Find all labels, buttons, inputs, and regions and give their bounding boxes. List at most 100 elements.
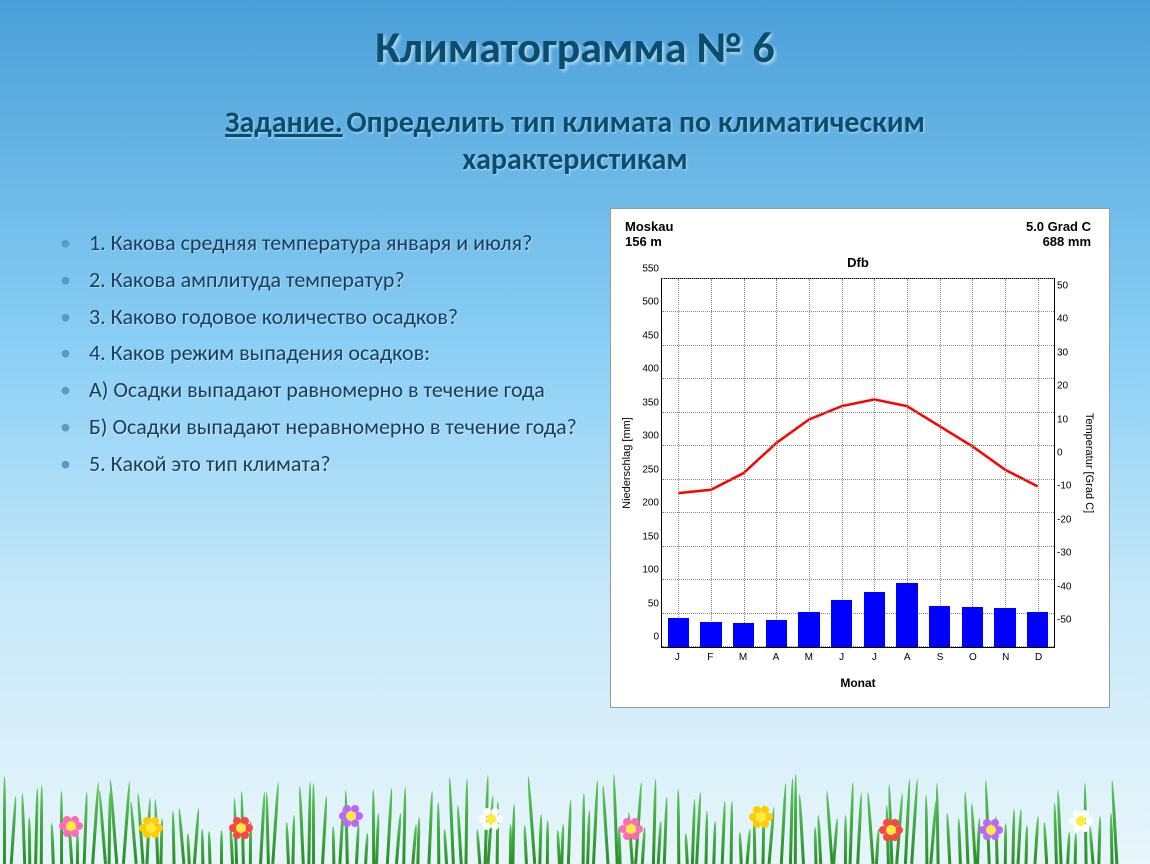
precip-tick: 450 bbox=[642, 330, 659, 341]
subtitle-line2: характеристикам bbox=[40, 141, 1110, 178]
question-text: Б) Осадки выпадают неравномерно в течени… bbox=[89, 412, 577, 442]
gridline-h bbox=[662, 278, 1054, 279]
gridline-h bbox=[662, 412, 1054, 413]
precip-tick: 350 bbox=[642, 397, 659, 408]
question-item: •4. Каков режим выпадения осадков: bbox=[60, 338, 590, 369]
precip-tick: 500 bbox=[642, 297, 659, 308]
month-tick: D bbox=[1035, 652, 1042, 663]
subtitle-line1: Определить тип климата по климатическим bbox=[346, 104, 925, 141]
chart-koppen: Dfb bbox=[625, 255, 1091, 270]
chart-mean-temp: 5.0 Grad C bbox=[1026, 219, 1091, 234]
question-text: 5. Какой это тип климата? bbox=[89, 449, 331, 479]
gridline-v bbox=[678, 279, 679, 647]
gridline-v bbox=[711, 279, 712, 647]
climograph-chart: Moskau 156 m 5.0 Grad C 688 mm Dfb Niede… bbox=[610, 208, 1110, 708]
precip-bar bbox=[864, 592, 885, 647]
gridline-v bbox=[972, 279, 973, 647]
bullet-icon: • bbox=[60, 228, 71, 259]
question-text: 1. Какова средняя температура января и и… bbox=[89, 228, 532, 258]
gridline-v bbox=[744, 279, 745, 647]
question-item: • Б) Осадки выпадают неравномерно в течен… bbox=[60, 412, 590, 443]
precip-bar bbox=[766, 620, 787, 647]
gridline-h bbox=[662, 378, 1054, 379]
chart-altitude: 156 m bbox=[625, 234, 673, 249]
gridline-h bbox=[662, 345, 1054, 346]
bullet-icon: • bbox=[60, 302, 71, 333]
bullet-icon: • bbox=[60, 375, 71, 406]
temp-tick: -20 bbox=[1057, 514, 1071, 525]
gridline-v bbox=[842, 279, 843, 647]
x-axis-title: Monat bbox=[625, 676, 1091, 690]
precip-bar bbox=[700, 622, 721, 647]
question-item: • 5. Какой это тип климата? bbox=[60, 449, 590, 480]
gridline-h bbox=[662, 445, 1054, 446]
question-item: • 1. Какова средняя температура января и … bbox=[60, 228, 590, 259]
month-tick: J bbox=[872, 652, 877, 663]
bullet-icon: • bbox=[60, 265, 71, 296]
precip-bar bbox=[994, 608, 1015, 647]
y-left-label: Niederschlag [mm] bbox=[621, 417, 633, 509]
chart-location: Moskau bbox=[625, 219, 673, 234]
gridline-v bbox=[940, 279, 941, 647]
precip-tick: 250 bbox=[642, 464, 659, 475]
y-right-label: Temperatur [Grad C] bbox=[1083, 413, 1095, 513]
precip-tick: 300 bbox=[642, 431, 659, 442]
chart-header: Moskau 156 m 5.0 Grad C 688 mm bbox=[625, 219, 1091, 249]
precip-tick: 400 bbox=[642, 364, 659, 375]
question-item: • 3. Каково годовое количество осадков? bbox=[60, 302, 590, 333]
y-axis-left: Niederschlag [mm] 0501001502002503003504… bbox=[625, 278, 661, 648]
gridline-v bbox=[809, 279, 810, 647]
questions-list: • 1. Какова средняя температура января и … bbox=[60, 208, 590, 708]
month-tick: J bbox=[675, 652, 680, 663]
plot-area bbox=[661, 278, 1055, 648]
gridline-v bbox=[1038, 279, 1039, 647]
bullet-icon: • bbox=[60, 449, 71, 480]
question-item: • 2. Какова амплитуда температур? bbox=[60, 265, 590, 296]
precip-bar bbox=[962, 607, 983, 647]
gridline-v bbox=[776, 279, 777, 647]
x-axis-labels: JFMAMJJASOND bbox=[661, 648, 1055, 668]
precip-tick: 100 bbox=[642, 565, 659, 576]
question-text: 2. Какова амплитуда температур? bbox=[89, 265, 405, 295]
precip-bar bbox=[929, 606, 950, 647]
gridline-h bbox=[662, 512, 1054, 513]
temp-tick: 20 bbox=[1057, 381, 1068, 392]
month-tick: M bbox=[739, 652, 747, 663]
question-text: А) Осадки выпадают равномерно в течение … bbox=[89, 375, 545, 405]
chart-annual-precip: 688 mm bbox=[1026, 234, 1091, 249]
temp-tick: -50 bbox=[1057, 615, 1071, 626]
precip-bar bbox=[668, 618, 689, 647]
temp-tick: 30 bbox=[1057, 347, 1068, 358]
content-area: • 1. Какова средняя температура января и … bbox=[0, 178, 1150, 708]
question-text: 3. Каково годовое количество осадков? bbox=[89, 302, 458, 332]
gridline-h bbox=[662, 546, 1054, 547]
temp-tick: 40 bbox=[1057, 314, 1068, 325]
month-tick: F bbox=[707, 652, 713, 663]
month-tick: O bbox=[969, 652, 977, 663]
subtitle-block: Задание. Определить тип климата по клима… bbox=[0, 104, 1150, 178]
month-tick: N bbox=[1002, 652, 1009, 663]
temp-tick: 0 bbox=[1057, 448, 1063, 459]
month-tick: M bbox=[805, 652, 813, 663]
temp-tick: -30 bbox=[1057, 548, 1071, 559]
temp-tick: 50 bbox=[1057, 280, 1068, 291]
y-axis-right: Temperatur [Grad C] -50-40-30-20-1001020… bbox=[1055, 278, 1091, 648]
precip-tick: 200 bbox=[642, 498, 659, 509]
decorative-grass bbox=[0, 744, 1150, 864]
month-tick: A bbox=[904, 652, 911, 663]
gridline-v bbox=[1005, 279, 1006, 647]
temperature-line bbox=[662, 279, 1054, 647]
bullet-icon: • bbox=[60, 412, 71, 443]
question-item: • А) Осадки выпадают равномерно в течение… bbox=[60, 375, 590, 406]
precip-bar bbox=[798, 612, 819, 647]
gridline-h bbox=[662, 579, 1054, 580]
precip-tick: 0 bbox=[653, 632, 659, 643]
gridline-h bbox=[662, 479, 1054, 480]
precip-bar bbox=[733, 623, 754, 647]
precip-bar bbox=[831, 600, 852, 647]
precip-bar bbox=[896, 583, 917, 647]
question-text: 4. Каков режим выпадения осадков: bbox=[89, 338, 430, 368]
precip-tick: 150 bbox=[642, 531, 659, 542]
month-tick: A bbox=[773, 652, 780, 663]
precip-bar bbox=[1027, 612, 1048, 647]
